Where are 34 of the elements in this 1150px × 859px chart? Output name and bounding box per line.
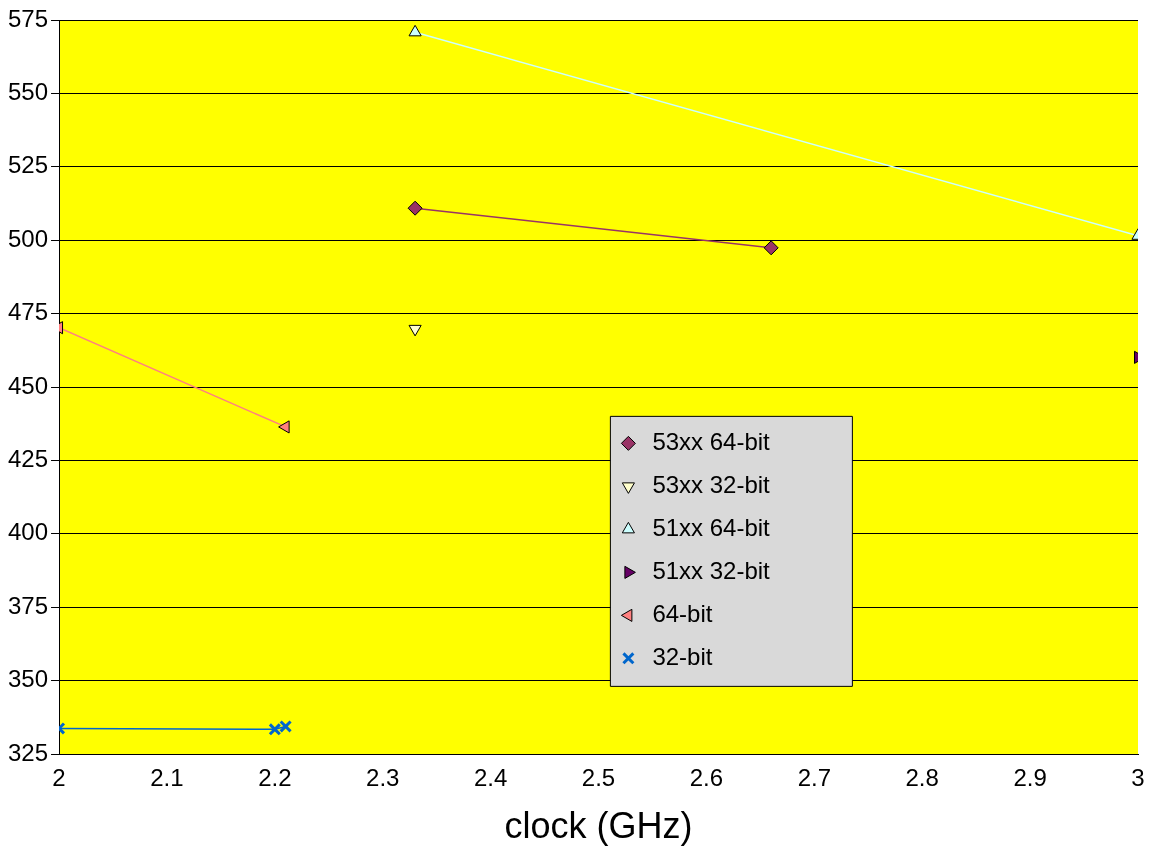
y-tick-label: 375 (8, 591, 49, 619)
point (408, 324, 422, 337)
y-tick-label: 475 (8, 298, 49, 326)
point (279, 719, 293, 733)
y-tick-label: 500 (8, 224, 49, 252)
x-tick-label: 2.4 (473, 764, 508, 792)
y-tick-label: 450 (8, 371, 49, 399)
y-tick-label: 400 (8, 518, 49, 546)
point (268, 722, 282, 736)
y-tick-label: 550 (8, 78, 49, 106)
point (763, 240, 779, 256)
y-tick-label: 575 (8, 4, 49, 32)
legend-label: 51xx 32-bit (652, 556, 771, 584)
x-axis-title: clock (GHz) (504, 805, 693, 847)
x-tick-label: 2.6 (689, 764, 724, 792)
x-tick-label: 2.5 (581, 764, 616, 792)
legend-label: 53xx 32-bit (652, 470, 771, 498)
x-tick-label: 2.9 (1013, 764, 1047, 792)
point (407, 200, 423, 216)
y-tick-label: 325 (8, 738, 49, 766)
x-tick-label: 2.2 (258, 764, 292, 792)
x-tick-label: 2 (52, 764, 66, 792)
legend-label: 53xx 64-bit (652, 427, 771, 455)
legend-label: 51xx 64-bit (652, 513, 771, 541)
x-tick-label: 3 (1131, 764, 1145, 792)
legend-label: 32-bit (652, 642, 713, 670)
x-tick-label: 2.1 (150, 764, 184, 792)
x-tick-label: 2.7 (797, 764, 831, 792)
legend-label: 64-bit (652, 599, 713, 627)
y-tick-label: 350 (8, 665, 49, 693)
x-tick-label: 2.8 (905, 764, 939, 792)
y-tick-label: 425 (8, 445, 49, 473)
x-tick-label: 2.3 (366, 764, 400, 792)
y-tick-label: 525 (8, 151, 49, 179)
